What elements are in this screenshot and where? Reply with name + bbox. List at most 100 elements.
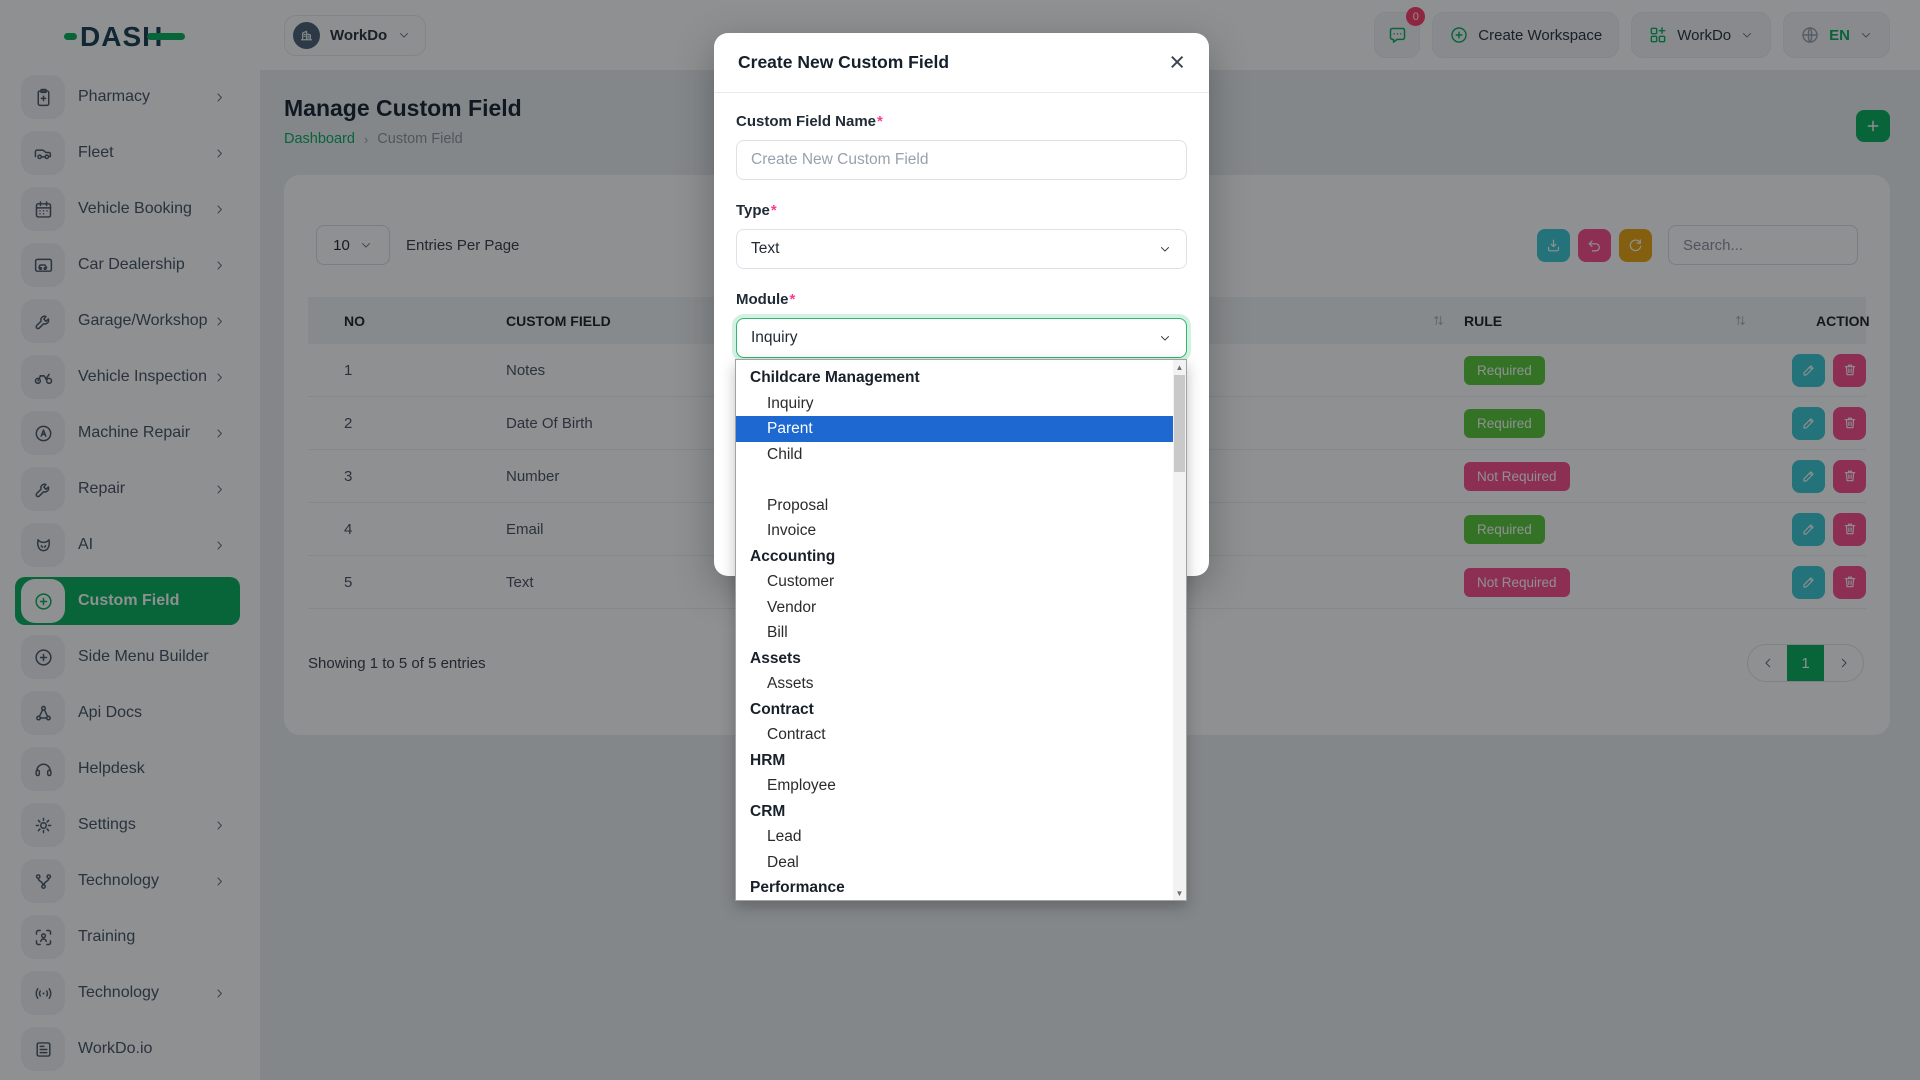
sidebar-item[interactable]: Vehicle Inspection [15, 353, 240, 401]
add-custom-field-button[interactable] [1856, 110, 1890, 142]
plus-circle-icon [33, 591, 54, 612]
breadcrumb-dashboard-link[interactable]: Dashboard [284, 131, 355, 147]
sidebar-item-label: Technology [78, 872, 159, 889]
chevron-left-icon [1761, 656, 1775, 670]
reset-button[interactable] [1578, 228, 1611, 262]
sidebar-item-label: Fleet [78, 144, 114, 161]
dropdown-scrollbar[interactable]: ▲ ▼ [1173, 360, 1186, 900]
language-code: EN [1829, 26, 1850, 44]
chevron-right-icon [213, 483, 226, 496]
sidebar-item[interactable]: Technology [15, 857, 240, 905]
edit-button[interactable] [1792, 565, 1825, 599]
dropdown-option[interactable]: Vendor [767, 598, 817, 616]
dropdown-option[interactable]: Employee [767, 777, 836, 794]
edit-button[interactable] [1792, 406, 1825, 440]
sidebar-item[interactable]: Settings [15, 801, 240, 849]
delete-button[interactable] [1833, 512, 1866, 546]
column-header-rule[interactable]: RULE [1464, 313, 1792, 329]
dropdown-option[interactable]: Deal [767, 853, 799, 871]
undo-icon [1586, 237, 1603, 254]
sidebar-item[interactable]: Machine Repair [15, 409, 240, 457]
scrollbar-thumb[interactable] [1174, 375, 1185, 472]
page-title: Manage Custom Field [284, 95, 522, 121]
app-menu-label: WorkDo [1677, 26, 1732, 44]
dropdown-option[interactable]: Customer [767, 573, 835, 590]
sidebar: DASH Pharmacy Fleet Vehicle Booking Car … [0, 0, 260, 1080]
trash-icon [1842, 574, 1858, 590]
dropdown-group-label: Childcare Management [750, 369, 920, 386]
sidebar-item[interactable]: Side Menu Builder [15, 633, 240, 681]
type-select[interactable]: Text [736, 229, 1187, 269]
sidebar-item[interactable]: Training [15, 913, 240, 961]
sidebar-item-label: WorkDo.io [78, 1040, 153, 1057]
dropdown-option[interactable]: Contract [767, 726, 826, 743]
sidebar-item[interactable]: Custom Field [15, 577, 240, 625]
chat-icon [1387, 25, 1408, 46]
sidebar-item[interactable]: AI [15, 521, 240, 569]
workspace-selector[interactable]: WorkDo [284, 14, 427, 56]
module-select[interactable]: Inquiry [736, 318, 1187, 358]
sidebar-item[interactable]: WorkDo.io [15, 1025, 240, 1073]
dropdown-option[interactable]: Parent [736, 416, 1173, 442]
dropdown-option[interactable]: Lead [767, 828, 802, 845]
dropdown-option[interactable]: Invoice [767, 522, 817, 539]
column-header-custom-field[interactable]: CUSTOM FIELD [506, 312, 611, 329]
module-dropdown-list: Childcare Management Inquiry Parent Child P… [735, 359, 1187, 901]
sidebar-item[interactable]: Vehicle Booking [15, 185, 240, 233]
column-header-spacer[interactable] [1066, 313, 1464, 328]
dropdown-group-label: CRM [750, 802, 786, 820]
edit-button[interactable] [1792, 512, 1825, 546]
download-icon [1545, 237, 1562, 254]
sidebar-item-label: Garage/Workshop [78, 312, 208, 329]
refresh-button[interactable] [1619, 228, 1652, 262]
search-input[interactable] [1668, 225, 1858, 265]
rule-badge: Required [1464, 408, 1545, 438]
export-button[interactable] [1537, 228, 1570, 262]
messages-button[interactable]: 0 [1374, 7, 1426, 58]
dropdown-option[interactable]: Proposal [767, 496, 829, 514]
sidebar-item[interactable]: Pharmacy [15, 73, 240, 121]
dropdown-option[interactable]: Assets [767, 675, 814, 692]
dropdown-option[interactable]: Inquiry [767, 394, 814, 412]
edit-button[interactable] [1792, 459, 1825, 493]
app-logo[interactable]: DASH [0, 0, 260, 73]
prev-page-button[interactable] [1748, 645, 1787, 681]
language-selector[interactable]: EN [1783, 12, 1890, 58]
column-header-no[interactable]: NO [344, 312, 365, 329]
next-page-button[interactable] [1824, 645, 1863, 681]
delete-button[interactable] [1833, 406, 1866, 440]
sidebar-item[interactable]: Car Dealership [15, 241, 240, 289]
sidebar-item[interactable]: Technology [15, 969, 240, 1017]
custom-field-name-input[interactable] [736, 140, 1187, 180]
create-workspace-button[interactable]: Create Workspace [1432, 12, 1620, 58]
scroll-up-icon[interactable]: ▲ [1175, 362, 1184, 372]
news-icon [33, 1039, 54, 1060]
delete-button[interactable] [1833, 565, 1866, 599]
sidebar-item[interactable]: Api Docs [15, 689, 240, 737]
ai-icon [33, 535, 54, 556]
cell-custom-field: Notes [506, 361, 546, 379]
edit-button[interactable] [1792, 353, 1825, 387]
close-icon[interactable]: × [1169, 47, 1185, 77]
cell-custom-field: Text [506, 573, 534, 591]
signal-icon [33, 983, 54, 1004]
page-number-active[interactable]: 1 [1787, 645, 1824, 681]
pencil-icon [1801, 521, 1817, 537]
delete-button[interactable] [1833, 353, 1866, 387]
app-menu-button[interactable]: WorkDo [1631, 12, 1772, 58]
dropdown-option[interactable]: Child [767, 445, 803, 463]
rule-badge: Not Required [1464, 567, 1570, 597]
sidebar-item[interactable]: Garage/Workshop [15, 297, 240, 345]
sidebar-item[interactable]: Repair [15, 465, 240, 513]
scroll-down-icon[interactable]: ▼ [1175, 888, 1184, 898]
sidebar-nav: Pharmacy Fleet Vehicle Booking Car Deale… [0, 73, 260, 1073]
dropdown-option[interactable]: Bill [767, 624, 788, 641]
cell-custom-field: Date Of Birth [506, 414, 593, 432]
sidebar-item[interactable]: Fleet [15, 129, 240, 177]
chevron-right-icon [213, 539, 226, 552]
delete-button[interactable] [1833, 459, 1866, 493]
gear-icon [33, 815, 54, 836]
entries-per-page-select[interactable]: 10 [316, 225, 390, 265]
sidebar-item-label: Technology [78, 984, 159, 1001]
sidebar-item[interactable]: Helpdesk [15, 745, 240, 793]
